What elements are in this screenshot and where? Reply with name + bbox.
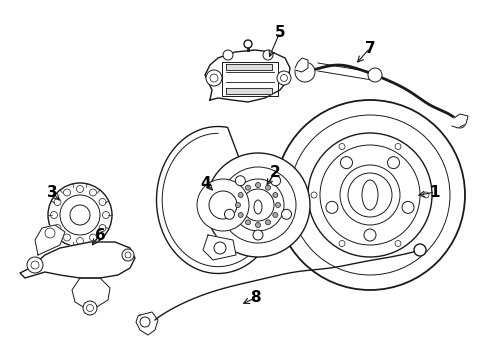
Circle shape xyxy=(255,183,261,188)
Circle shape xyxy=(48,183,112,247)
Circle shape xyxy=(266,220,270,225)
Circle shape xyxy=(395,240,401,247)
Ellipse shape xyxy=(362,180,378,210)
Circle shape xyxy=(238,212,243,217)
Circle shape xyxy=(54,225,61,231)
Circle shape xyxy=(232,179,284,231)
Circle shape xyxy=(90,234,97,241)
Circle shape xyxy=(87,305,94,311)
Circle shape xyxy=(253,230,263,240)
Circle shape xyxy=(45,228,55,238)
Circle shape xyxy=(238,193,243,198)
Circle shape xyxy=(395,144,401,149)
Circle shape xyxy=(214,242,226,254)
Circle shape xyxy=(295,62,315,82)
Circle shape xyxy=(102,212,109,219)
Circle shape xyxy=(140,317,150,327)
Text: 3: 3 xyxy=(47,185,57,199)
Circle shape xyxy=(368,68,382,82)
Circle shape xyxy=(414,244,426,256)
Circle shape xyxy=(364,229,376,241)
Circle shape xyxy=(99,198,106,206)
Polygon shape xyxy=(136,312,158,335)
Circle shape xyxy=(99,225,106,231)
Circle shape xyxy=(206,153,310,257)
Circle shape xyxy=(83,301,97,315)
Polygon shape xyxy=(295,58,308,72)
Circle shape xyxy=(290,115,450,275)
Circle shape xyxy=(206,70,222,86)
Circle shape xyxy=(242,189,274,221)
Circle shape xyxy=(90,189,97,196)
Circle shape xyxy=(266,185,270,190)
Circle shape xyxy=(76,185,83,193)
Circle shape xyxy=(308,133,432,257)
Circle shape xyxy=(31,261,39,269)
Circle shape xyxy=(54,198,61,206)
Circle shape xyxy=(341,157,352,168)
Polygon shape xyxy=(35,225,65,255)
Circle shape xyxy=(245,220,250,225)
Text: 1: 1 xyxy=(430,185,440,199)
Circle shape xyxy=(64,234,71,241)
Circle shape xyxy=(122,249,134,261)
Circle shape xyxy=(326,201,338,213)
Circle shape xyxy=(60,195,100,235)
Text: 8: 8 xyxy=(250,291,260,306)
Circle shape xyxy=(76,238,83,244)
Circle shape xyxy=(311,192,317,198)
Polygon shape xyxy=(226,88,272,94)
Circle shape xyxy=(220,167,296,243)
Circle shape xyxy=(402,201,414,213)
Circle shape xyxy=(70,205,90,225)
Polygon shape xyxy=(203,235,236,260)
Circle shape xyxy=(255,222,261,228)
Text: 5: 5 xyxy=(275,24,285,40)
Circle shape xyxy=(348,173,392,217)
Polygon shape xyxy=(205,50,290,102)
Circle shape xyxy=(224,209,235,219)
Text: 6: 6 xyxy=(95,228,105,243)
Text: 4: 4 xyxy=(201,176,211,190)
Circle shape xyxy=(339,240,345,247)
Circle shape xyxy=(280,75,288,81)
Circle shape xyxy=(197,179,249,231)
Circle shape xyxy=(273,212,278,217)
Circle shape xyxy=(299,66,311,78)
Circle shape xyxy=(209,191,237,219)
Polygon shape xyxy=(452,114,468,128)
Circle shape xyxy=(125,252,131,258)
Circle shape xyxy=(388,157,399,168)
Circle shape xyxy=(64,189,71,196)
Text: 7: 7 xyxy=(365,41,375,55)
Circle shape xyxy=(270,176,281,186)
Circle shape xyxy=(277,71,291,85)
Circle shape xyxy=(320,145,420,245)
Polygon shape xyxy=(72,278,110,308)
Circle shape xyxy=(235,176,245,186)
Circle shape xyxy=(273,193,278,198)
Circle shape xyxy=(275,100,465,290)
Circle shape xyxy=(210,74,218,82)
Circle shape xyxy=(245,185,250,190)
Circle shape xyxy=(423,192,429,198)
Circle shape xyxy=(223,50,233,60)
Circle shape xyxy=(282,209,292,219)
Circle shape xyxy=(339,144,345,149)
Ellipse shape xyxy=(254,200,262,214)
Circle shape xyxy=(275,202,280,207)
Text: 2: 2 xyxy=(270,165,280,180)
Circle shape xyxy=(340,165,400,225)
Circle shape xyxy=(236,202,241,207)
Circle shape xyxy=(244,40,252,48)
Polygon shape xyxy=(20,242,135,278)
Circle shape xyxy=(50,212,57,219)
Circle shape xyxy=(263,50,273,60)
Circle shape xyxy=(27,257,43,273)
Polygon shape xyxy=(226,64,272,70)
Circle shape xyxy=(454,116,466,128)
